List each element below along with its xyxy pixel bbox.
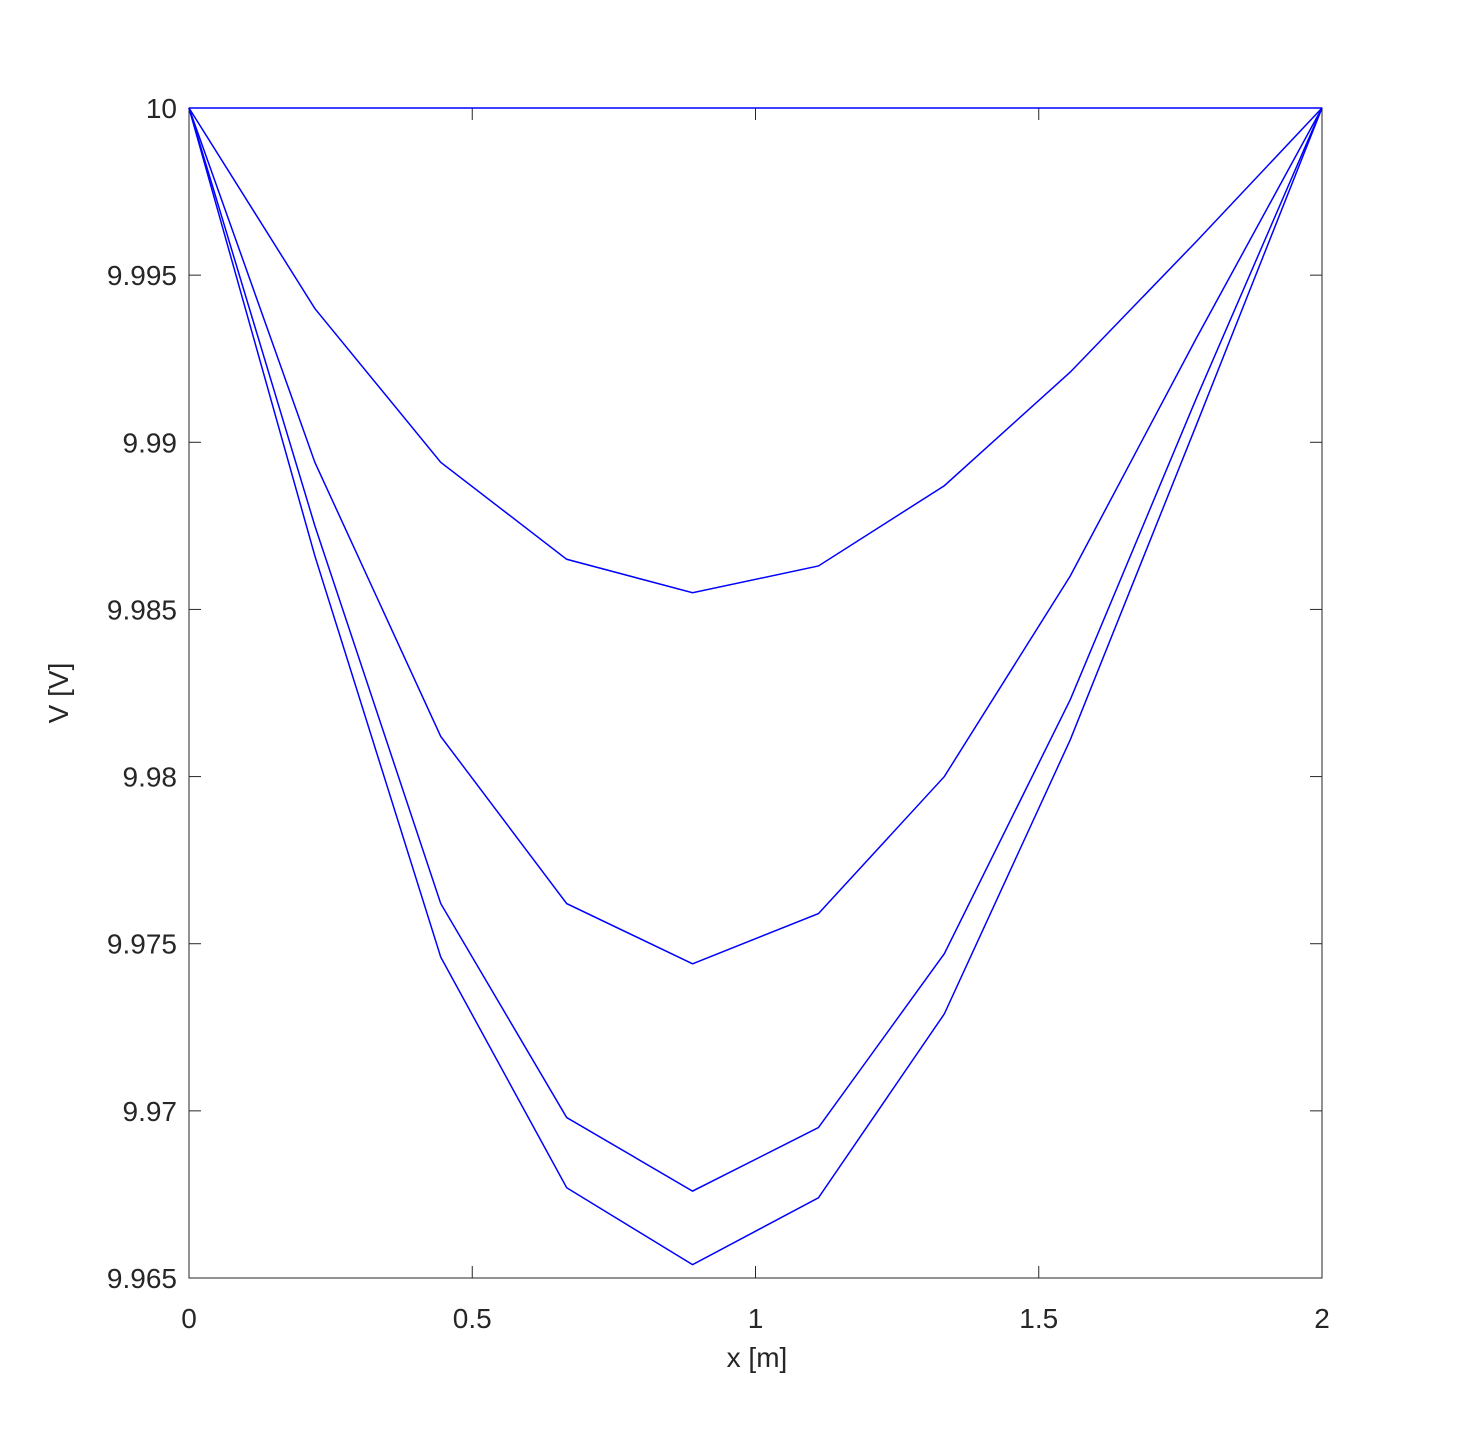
y-axis-label: V [V] [43, 663, 74, 724]
x-tick-label: 0.5 [453, 1303, 492, 1334]
y-tick-label: 10 [146, 93, 177, 124]
y-tick-label: 9.985 [107, 594, 177, 625]
x-tick-label: 0 [181, 1303, 197, 1334]
y-tick-label: 9.97 [123, 1096, 178, 1127]
x-tick-label: 1.5 [1019, 1303, 1058, 1334]
y-tick-label: 9.965 [107, 1263, 177, 1294]
y-tick-label: 9.975 [107, 929, 177, 960]
x-tick-label: 1 [748, 1303, 764, 1334]
series-line [188, 107, 1323, 594]
series-line [188, 107, 1323, 1192]
y-tick-label: 9.99 [123, 427, 178, 458]
x-axis-label: x [m] [727, 1342, 788, 1373]
series-line [188, 107, 1323, 1266]
y-tick-label: 9.995 [107, 260, 177, 291]
series-line [188, 107, 1323, 965]
x-tick-label: 2 [1314, 1303, 1330, 1334]
y-tick-label: 9.98 [123, 762, 178, 793]
